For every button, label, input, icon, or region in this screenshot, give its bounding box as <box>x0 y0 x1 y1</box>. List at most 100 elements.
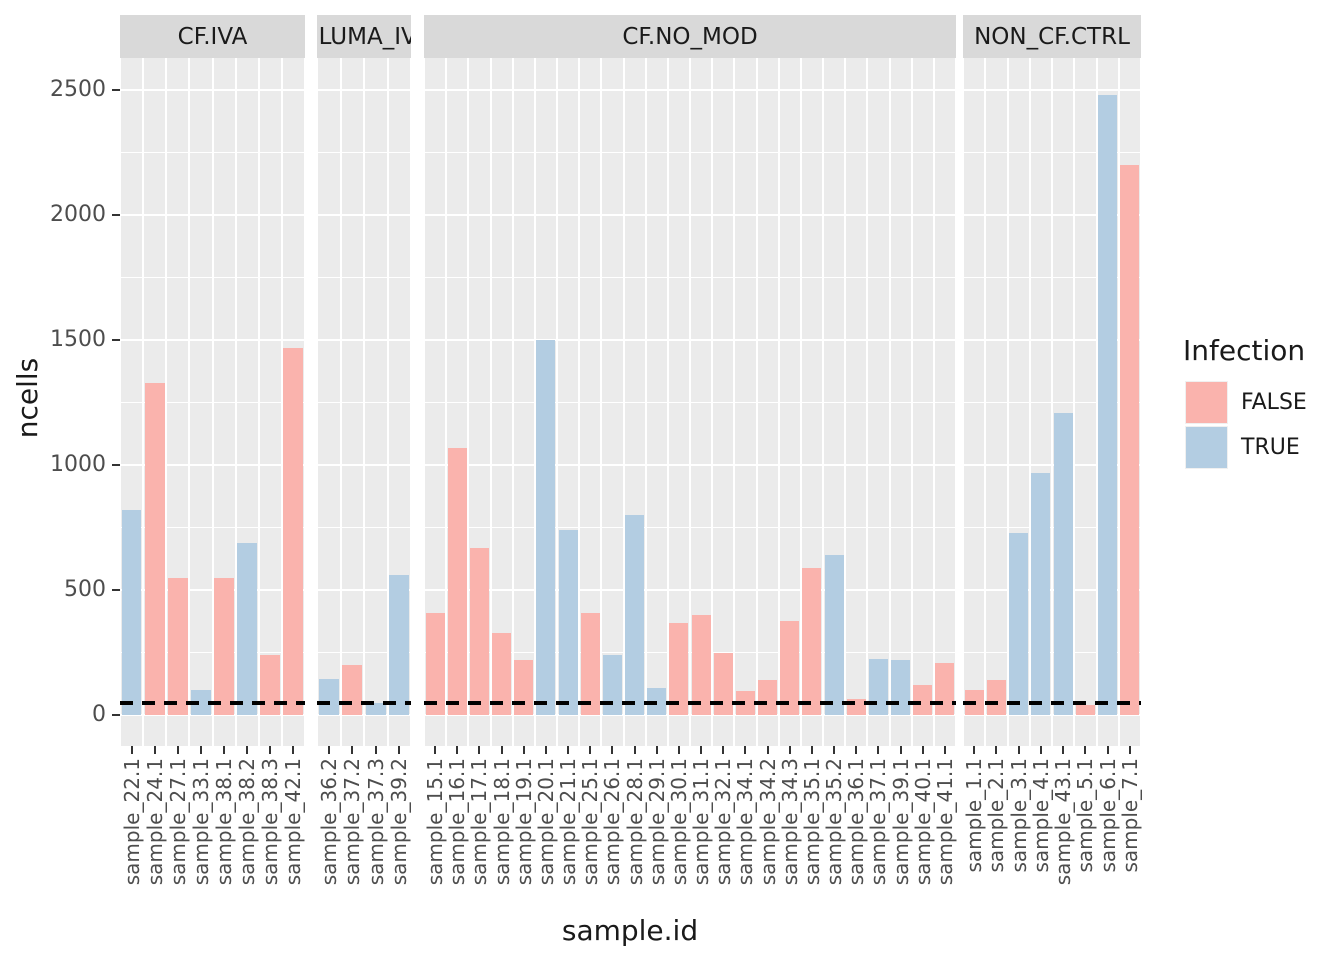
x-axis-tick-label: sample_31.1 <box>689 758 714 886</box>
vertical-gridline <box>984 58 987 746</box>
vertical-gridline <box>489 58 492 746</box>
y-axis-tick-label: 2500 <box>50 77 106 102</box>
x-axis-tick-label: sample_19.1 <box>511 758 536 886</box>
bar-sample_15.1 <box>425 612 445 715</box>
y-axis-tick-label: 500 <box>64 577 106 602</box>
bar-sample_18.1 <box>492 632 512 715</box>
bar-sample_38.1 <box>214 577 234 715</box>
x-axis-tick <box>153 746 156 754</box>
x-axis-tick <box>744 746 747 754</box>
bar-sample_5.1 <box>1075 705 1095 715</box>
vertical-gridline <box>600 58 603 746</box>
vertical-gridline <box>511 58 514 746</box>
x-axis-tick-label: sample_36.1 <box>844 758 869 886</box>
vertical-gridline <box>689 58 691 746</box>
vertical-gridline <box>666 58 669 746</box>
vertical-gridline <box>1117 58 1120 746</box>
facet-strip-label: .LUMA_IV <box>317 23 411 50</box>
bar-sample_35.1 <box>802 567 822 715</box>
vertical-gridline <box>777 58 780 746</box>
vertical-gridline <box>910 58 913 746</box>
x-axis-tick-label: sample_38.2 <box>235 758 260 886</box>
x-axis-tick-label: sample_39.2 <box>387 758 412 886</box>
x-axis-tick <box>199 746 202 754</box>
bar-sample_42.1 <box>283 347 304 715</box>
x-axis-tick <box>522 746 525 754</box>
x-axis-tick-label: sample_34.3 <box>777 758 802 886</box>
vertical-gridline <box>711 58 714 746</box>
x-axis-tick-label: sample_42.1 <box>281 758 306 886</box>
threshold-dashed-line <box>317 700 411 705</box>
x-axis-tick <box>434 746 437 754</box>
bar-sample_24.1 <box>144 382 165 715</box>
vertical-gridline <box>280 58 283 746</box>
vertical-gridline <box>445 58 448 746</box>
x-axis-tick-label: sample_1.1 <box>962 758 987 873</box>
x-axis-tick <box>500 746 503 754</box>
threshold-dashed-line <box>424 700 956 705</box>
x-axis-tick <box>544 746 547 754</box>
bar-sample_36.2 <box>318 678 339 715</box>
x-axis-tick-label: sample_27.1 <box>165 758 190 886</box>
facet-strip: .LUMA_IV <box>317 15 411 58</box>
x-axis-tick <box>973 746 976 754</box>
vertical-gridline <box>386 58 389 746</box>
threshold-dashed-line <box>120 700 305 705</box>
vertical-gridline <box>211 58 214 746</box>
x-axis-tick-label: sample_4.1 <box>1028 758 1053 873</box>
bar-sample_20.1 <box>536 340 556 715</box>
legend-key-false <box>1185 381 1228 424</box>
y-axis-tick <box>112 714 120 716</box>
x-axis-title: sample.id <box>561 914 699 947</box>
x-axis-tick <box>677 746 680 754</box>
x-axis-tick <box>633 746 636 754</box>
vertical-gridline <box>932 58 935 746</box>
x-axis-tick-label: sample_28.1 <box>622 758 647 886</box>
y-axis-tick-label: 1000 <box>50 452 106 477</box>
vertical-gridline <box>1006 58 1009 746</box>
x-axis-tick <box>788 746 791 754</box>
legend-key-true <box>1185 426 1228 469</box>
x-axis-tick <box>327 746 330 754</box>
facet-panel <box>317 58 411 746</box>
x-axis-tick-label: sample_36.2 <box>316 758 341 886</box>
x-axis-tick <box>223 746 226 754</box>
x-axis-tick-label: sample_22.1 <box>119 758 144 886</box>
facet-strip-label: NON_CF.CTRL <box>974 23 1130 50</box>
x-axis-tick <box>374 746 377 754</box>
x-axis-tick <box>722 746 725 754</box>
x-axis-tick <box>766 746 769 754</box>
vertical-gridline <box>410 58 411 746</box>
x-axis-tick-label: sample_38.3 <box>258 758 283 886</box>
x-axis-tick-label: sample_16.1 <box>445 758 470 886</box>
x-axis-tick-label: sample_3.1 <box>1006 758 1031 873</box>
x-axis-tick-label: sample_37.2 <box>340 758 365 886</box>
threshold-dashed-line <box>963 700 1141 705</box>
vertical-gridline <box>844 58 847 746</box>
vertical-gridline <box>1028 58 1031 746</box>
x-axis-tick <box>1062 746 1065 754</box>
bar-sample_40.1 <box>913 685 933 715</box>
x-axis-tick-label: sample_41.1 <box>932 758 957 886</box>
bar-sample_19.1 <box>514 660 534 715</box>
bar-sample_17.1 <box>469 547 489 715</box>
vertical-gridline <box>622 58 625 746</box>
bar-sample_38.2 <box>237 542 258 715</box>
bar-sample_39.1 <box>891 660 911 715</box>
vertical-gridline <box>955 58 956 746</box>
x-axis-tick-label: sample_5.1 <box>1073 758 1098 873</box>
bar-sample_16.1 <box>447 447 467 715</box>
vertical-gridline <box>963 58 964 746</box>
legend-label-true: TRUE <box>1241 435 1300 460</box>
x-axis-tick-label: sample_34.1 <box>733 758 758 886</box>
bar-sample_28.1 <box>625 515 645 715</box>
facet-panel <box>120 58 305 746</box>
bar-sample_35.2 <box>824 555 844 715</box>
bar-sample_22.1 <box>121 510 142 715</box>
x-axis-tick-label: sample_17.1 <box>467 758 492 886</box>
x-axis-tick <box>1128 746 1131 754</box>
legend-label-false: FALSE <box>1241 390 1307 415</box>
vertical-gridline <box>755 58 758 746</box>
x-axis-tick <box>833 746 836 754</box>
bar-sample_26.1 <box>602 655 622 715</box>
